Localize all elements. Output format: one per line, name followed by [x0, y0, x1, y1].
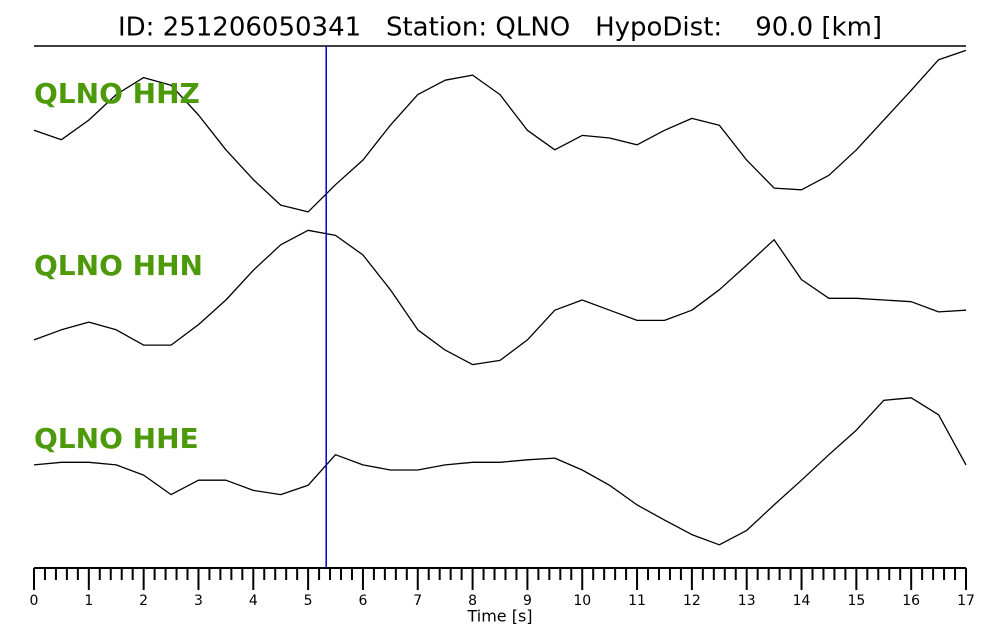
x-tick-label: 5: [304, 593, 313, 609]
x-tick-label: 0: [30, 593, 39, 609]
x-tick-label: 9: [523, 593, 532, 609]
trace: [33, 229, 967, 366]
x-tick-label: 10: [573, 593, 591, 609]
x-tick-label: 12: [683, 593, 701, 609]
x-tick-label: 15: [847, 593, 865, 609]
x-tick-label: 6: [358, 593, 367, 609]
trace-label: QLNO HHZ: [34, 77, 200, 110]
x-axis-label: Time [s]: [466, 607, 532, 626]
x-tick-label: 14: [793, 593, 811, 609]
x-tick-label: 2: [139, 593, 148, 609]
x-tick-label: 11: [628, 593, 646, 609]
trace: [33, 49, 967, 213]
x-tick-label: 13: [738, 593, 756, 609]
trace-label: QLNO HHE: [34, 422, 199, 455]
x-tick-label: 4: [249, 593, 258, 609]
trace: [33, 397, 967, 546]
x-tick-label: 17: [957, 593, 975, 609]
x-tick-label: 8: [468, 593, 477, 609]
x-tick-label: 7: [413, 593, 422, 609]
x-tick-label: 16: [902, 593, 920, 609]
x-tick-label: 3: [194, 593, 203, 609]
trace-label: QLNO HHN: [34, 249, 203, 282]
chart-title: ID: 251206050341 Station: QLNO HypoDist:…: [118, 13, 882, 43]
x-tick-label: 1: [84, 593, 93, 609]
